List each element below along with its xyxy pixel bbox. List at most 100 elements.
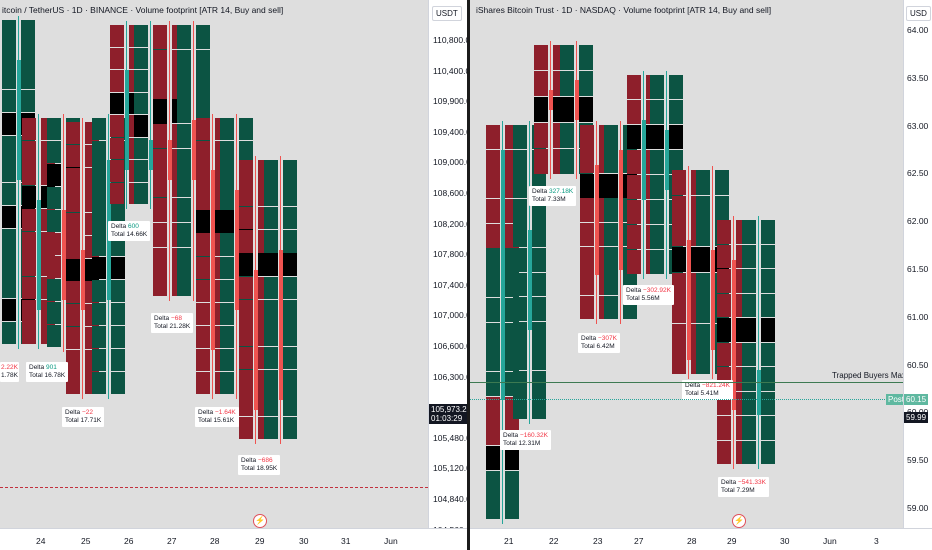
left-footprint-cell [239,141,253,164]
left-footprint-cell [283,183,297,207]
post-badge[interactable]: Post [886,394,903,405]
right-footprint-column[interactable] [650,75,664,275]
right-footprint-column[interactable] [560,45,574,175]
left-price-axis[interactable]: USDT 110,800.00 110,400.00 109,900.00 109,4… [428,0,476,535]
left-price-tick: 110,800.00 [433,35,475,45]
left-footprint-cell [21,89,35,113]
left-footprint-column[interactable] [92,118,106,395]
left-candle-body[interactable] [278,250,283,400]
left-footprint-column[interactable] [239,160,253,440]
right-footprint-column[interactable] [627,75,641,275]
left-footprint-column[interactable] [283,160,297,440]
post-price-tag[interactable]: 60.15 [904,394,929,405]
left-footprint-column[interactable] [134,25,148,205]
right-date-tick: Jun [823,536,837,546]
right-candle-body[interactable] [618,150,623,270]
left-footprint-cell [47,210,61,233]
left-footprint-column[interactable] [220,118,234,395]
left-candle-body[interactable] [253,270,258,410]
right-footprint-column[interactable] [742,220,756,465]
right-price-tick: 61.50 [907,264,929,274]
right-footprint-cell [742,342,756,367]
left-footprint-cell [177,247,191,272]
right-candle-body[interactable] [548,90,553,110]
delta-caption: Delta [111,223,128,230]
left-total-row: Total 21.28K [154,323,190,331]
left-chart-pane[interactable]: itcoin / TetherUS · 1D · BINANCE · Volum… [0,0,476,550]
left-footprint-column[interactable] [22,118,36,345]
right-footprint-cell [532,346,546,371]
left-footprint-cell [47,141,61,164]
right-footprint-column[interactable] [534,45,548,175]
left-footprint-column[interactable] [110,25,124,205]
left-candle-body[interactable] [61,210,66,300]
left-current-price-tag[interactable]: 105,973.20 01:03:29 [429,404,474,424]
right-delta-total-label: Delta 327.18K Total 7.33M [529,186,577,206]
right-candle-body[interactable] [500,150,505,400]
right-time-axis[interactable]: 21 22 23 27 28 29 30 Jun 3 [470,528,932,550]
left-footprint-cell [111,371,125,395]
left-footprint-cell [2,66,16,90]
right-price-axis[interactable]: USD 64.00 63.50 63.00 62.50 62.00 61.50 61.00 6… [903,0,932,528]
right-currency-label[interactable]: USD [906,6,931,21]
right-footprint-column[interactable] [604,125,618,320]
left-candle-body[interactable] [148,140,153,170]
right-footprint-column[interactable] [761,220,775,465]
left-footprint-column[interactable] [66,122,80,395]
left-footprint-column[interactable] [177,25,191,297]
right-footprint-cell [604,149,618,174]
left-candle-body[interactable] [234,190,239,310]
right-candle-body[interactable] [527,230,532,330]
right-candle-body[interactable] [731,260,736,410]
left-lightning-icon[interactable]: ⚡ [253,514,267,528]
right-chart-pane[interactable]: iShares Bitcoin Trust · 1D · NASDAQ · Vo… [470,0,932,550]
left-candle-body[interactable] [167,140,172,180]
right-footprint-column[interactable] [696,170,710,375]
left-footprint-cell [239,276,253,300]
right-candle-body[interactable] [756,370,761,415]
right-candle-body[interactable] [594,165,599,275]
right-candle-body[interactable] [641,120,646,200]
right-candle-body[interactable] [710,250,715,350]
right-footprint-column[interactable] [486,125,500,520]
total-value: 5.41M [700,390,719,397]
left-date-tick: 25 [81,536,91,546]
left-footprint-cell [177,148,191,173]
left-delta-total-label: Delta −22 Total 17.71K [62,407,105,427]
right-footprint-cell [672,349,686,375]
delta-caption: Delta [198,409,215,416]
pane-divider[interactable] [467,0,470,550]
right-plot-area[interactable]: iShares Bitcoin Trust · 1D · NASDAQ · Vo… [470,0,903,528]
left-time-axis[interactable]: 24 25 26 27 28 29 30 31 Jun [0,528,468,550]
right-price-tick: 64.00 [907,25,929,35]
right-footprint-cell [669,125,683,150]
left-footprint-cell [196,371,210,395]
right-lightning-icon[interactable]: ⚡ [732,514,746,528]
left-candle-body[interactable] [124,70,129,170]
left-footprint-column[interactable] [47,118,61,348]
left-footprint-column[interactable] [196,118,210,395]
left-candle-body[interactable] [191,120,196,180]
right-footprint-cell [627,225,641,250]
left-candle-body[interactable] [210,170,215,350]
left-candle-body[interactable] [16,60,21,180]
left-candle-body[interactable] [80,250,85,310]
right-footprint-cell [604,222,618,247]
right-candle-body[interactable] [574,80,579,120]
right-candle-body[interactable] [664,130,669,190]
left-currency-label[interactable]: USDT [432,6,462,21]
last-price-tag[interactable]: 59.99 [904,412,929,423]
right-candle-body[interactable] [686,240,691,360]
left-candle-body[interactable] [36,200,41,310]
left-footprint-column[interactable] [264,160,278,440]
left-footprint-column[interactable] [2,20,16,345]
right-footprint-column[interactable] [672,170,686,375]
right-footprint-column[interactable] [717,220,731,465]
right-footprint-cell [650,125,664,150]
left-footprint-column[interactable] [153,25,167,297]
right-footprint-column[interactable] [513,125,527,420]
trapped-buyers-line [470,382,903,383]
right-footprint-column[interactable] [580,125,594,320]
left-footprint-cell [22,299,36,322]
left-plot-area[interactable]: itcoin / TetherUS · 1D · BINANCE · Volum… [0,0,428,528]
